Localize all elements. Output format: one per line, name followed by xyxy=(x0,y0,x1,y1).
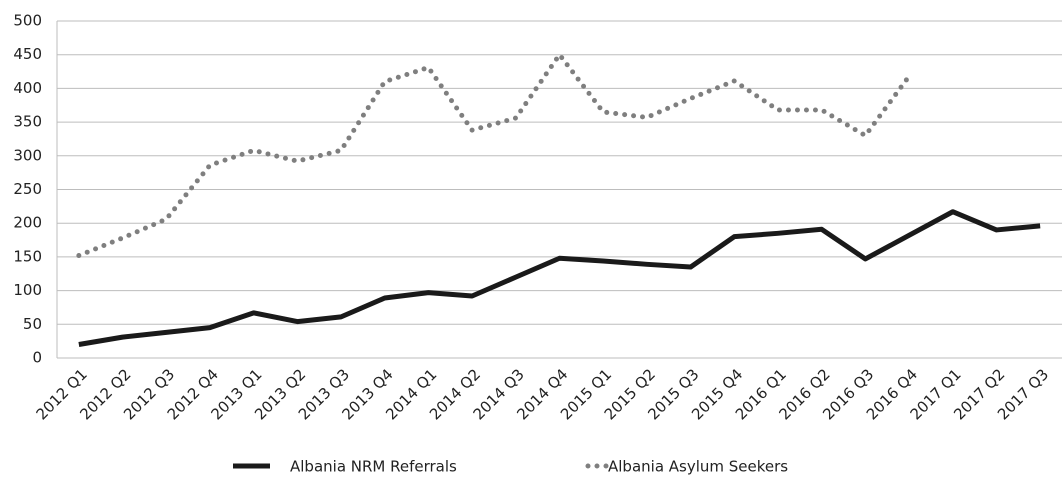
y-tick-label: 150 xyxy=(13,247,42,265)
y-tick-label: 200 xyxy=(13,214,42,232)
y-tick-label: 250 xyxy=(13,180,42,198)
y-tick-label: 400 xyxy=(13,79,42,97)
legend-label: Albania Asylum Seekers xyxy=(608,458,788,476)
y-tick-label: 350 xyxy=(13,113,42,131)
y-tick-label: 0 xyxy=(32,349,42,367)
y-tick-label: 500 xyxy=(13,12,42,30)
series-line xyxy=(76,50,912,259)
series-line xyxy=(78,209,1041,347)
y-tick-label: 100 xyxy=(13,281,42,299)
y-tick-label: 450 xyxy=(13,45,42,63)
y-tick-label: 50 xyxy=(23,315,42,333)
y-tick-label: 300 xyxy=(13,146,42,164)
legend-label: Albania NRM Referrals xyxy=(290,458,457,476)
